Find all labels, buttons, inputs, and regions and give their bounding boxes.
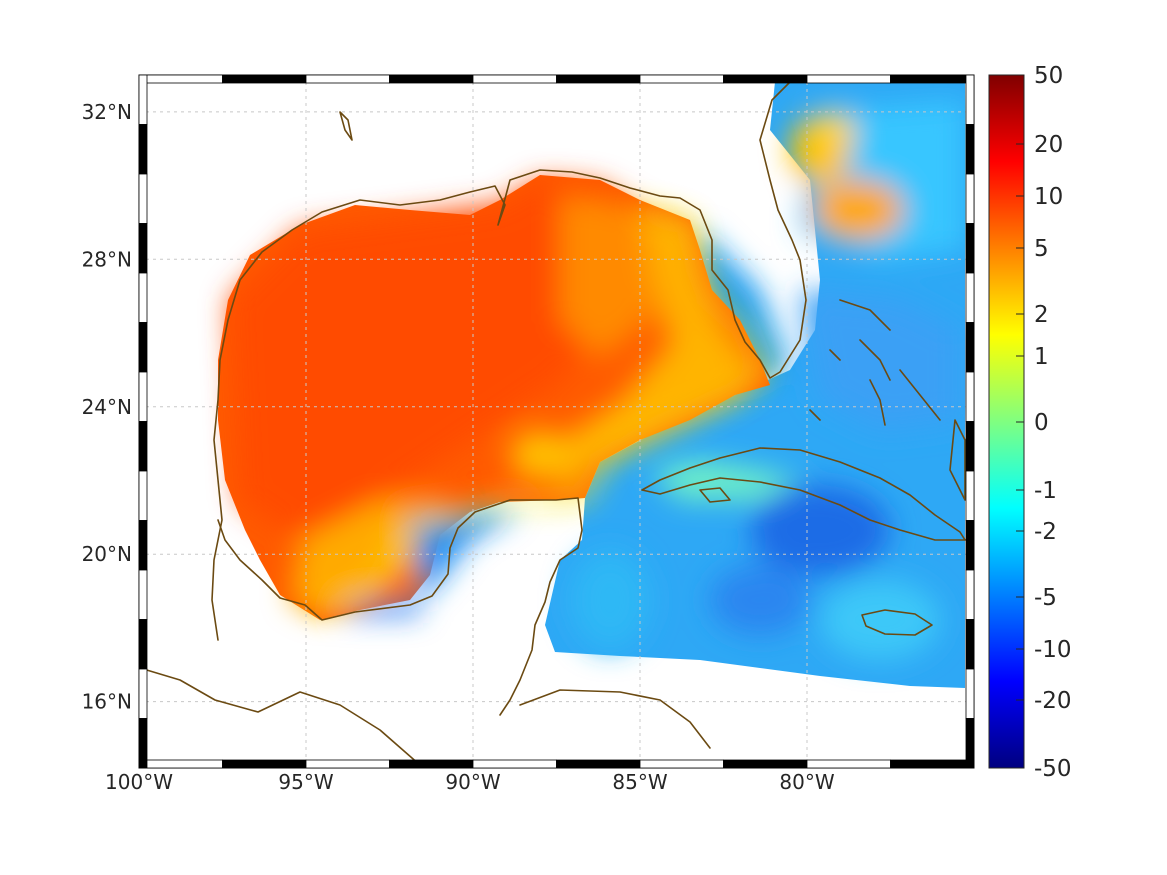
frame-segment-left: [138, 668, 148, 719]
frame-segment-left: [138, 619, 148, 670]
frame-segment-bottom: [222, 759, 307, 769]
frame-segment-right: [965, 124, 975, 175]
central-america-coastline: [139, 667, 421, 766]
colorbar-tick-label: -2: [1034, 519, 1057, 545]
frame-segment-top: [389, 74, 474, 84]
frame-segment-right: [965, 470, 975, 521]
colorbar-tick-label: 20: [1034, 132, 1063, 158]
frame-segment-top: [138, 74, 223, 84]
latitude-labels: 16°N 20°N 24°N 28°N 32°N: [82, 100, 132, 714]
colorbar-tick-label: -10: [1034, 637, 1072, 663]
latitude-label: 24°N: [82, 395, 132, 419]
frame-segment-bottom: [305, 759, 390, 769]
frame-segment-left: [138, 470, 148, 521]
frame-segment-left: [138, 124, 148, 175]
frame-segment-right: [965, 74, 975, 125]
longitude-labels: 100°W 95°W 90°W 85°W 80°W: [105, 770, 835, 794]
longitude-label: 100°W: [105, 770, 173, 794]
frame-segment-left: [138, 322, 148, 373]
frame-segment-bottom: [389, 759, 474, 769]
frame-segment-right: [965, 718, 975, 769]
map-frame: [138, 74, 975, 769]
frame-segment-bottom: [472, 759, 557, 769]
colorbar-tick-label: 50: [1034, 63, 1063, 89]
bahamas-islands: [809, 299, 941, 426]
frame-segment-top: [556, 74, 641, 84]
coastlines: [139, 75, 966, 766]
colorbar-tick-label: -1: [1034, 478, 1057, 504]
frame-segment-bottom: [556, 759, 641, 769]
latitude-label: 20°N: [82, 542, 132, 566]
frame-segment-top: [472, 74, 557, 84]
frame-segment-bottom: [138, 759, 223, 769]
frame-segment-right: [965, 173, 975, 224]
frame-segment-top: [305, 74, 390, 84]
frame-segment-right: [965, 272, 975, 323]
frame-segment-right: [965, 619, 975, 670]
frame-segment-bottom: [890, 759, 975, 769]
frame-segment-left: [138, 421, 148, 472]
frame-segment-right: [965, 421, 975, 472]
jamaica-outline: [861, 609, 933, 636]
frame-segment-left: [138, 173, 148, 224]
isla-juventud: [699, 487, 731, 503]
frame-segment-right: [965, 668, 975, 719]
colorbar-tick-label: 0: [1034, 410, 1049, 436]
us-gulf-coastline: [211, 75, 813, 641]
frame-segment-top: [639, 74, 724, 84]
colorbar-tick-label: -5: [1034, 585, 1057, 611]
graticule: [138, 75, 974, 768]
hispaniola-edge: [949, 419, 966, 501]
frame-segment-bottom: [723, 759, 808, 769]
frame-segment-right: [965, 223, 975, 274]
latitude-label: 32°N: [82, 100, 132, 124]
frame-segment-bottom: [806, 759, 891, 769]
colorbar-tick-label: 2: [1034, 302, 1049, 328]
frame-segment-left: [138, 520, 148, 571]
frame-segment-left: [138, 272, 148, 323]
frame-segment-top: [806, 74, 891, 84]
colorbar-tick-label: -20: [1034, 688, 1072, 714]
latitude-label: 16°N: [82, 690, 132, 714]
longitude-label: 90°W: [445, 770, 500, 794]
frame-segment-top: [222, 74, 307, 84]
longitude-label: 80°W: [779, 770, 834, 794]
longitude-label: 95°W: [278, 770, 333, 794]
frame-segment-top: [890, 74, 975, 84]
frame-segment-left: [138, 223, 148, 274]
frame-segment-left: [138, 718, 148, 769]
frame-segment-right: [965, 569, 975, 620]
cuba-outline: [641, 447, 966, 541]
longitude-label: 85°W: [612, 770, 667, 794]
data-field: [218, 82, 965, 688]
colorbar-tick-label: 5: [1034, 236, 1049, 262]
frame-segment-top: [723, 74, 808, 84]
frame-segment-left: [138, 569, 148, 620]
latitude-label: 28°N: [82, 247, 132, 271]
frame-segment-right: [965, 520, 975, 571]
colorbar-tick-label: 1: [1034, 344, 1049, 370]
lake-outline: [339, 111, 353, 141]
frame-segment-right: [965, 322, 975, 373]
colorbar-tick-label: 10: [1034, 184, 1063, 210]
front-band: [318, 205, 770, 617]
honduras-coastline: [519, 689, 711, 749]
colorbar-tick-label: -50: [1034, 756, 1072, 782]
frame-segment-left: [138, 371, 148, 422]
mexico-coastline: [217, 497, 583, 716]
frame-segment-bottom: [639, 759, 724, 769]
frame-segment-left: [138, 74, 148, 125]
frame-segment-right: [965, 371, 975, 422]
